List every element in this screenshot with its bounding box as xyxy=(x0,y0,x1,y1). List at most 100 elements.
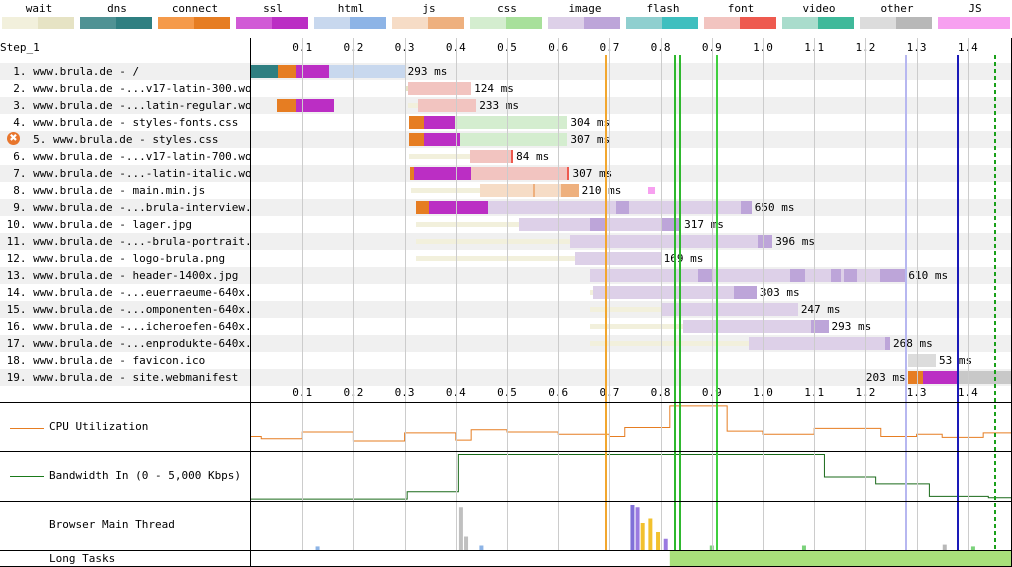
request-bar-segment xyxy=(749,337,890,350)
long-task-bar xyxy=(669,550,1012,566)
request-row[interactable]: 1. www.brula.de - / 293 ms xyxy=(0,63,1012,80)
long-tasks-label: Long Tasks xyxy=(49,552,116,565)
timing-marker xyxy=(994,55,997,550)
request-label: 6. www.brula.de -...v17-latin-700.woff2 xyxy=(0,150,250,163)
grid-line xyxy=(455,38,457,550)
legend-swatch xyxy=(392,17,464,29)
warning-icon: ✖ xyxy=(7,132,20,145)
grid-line xyxy=(711,38,713,550)
main-thread-spike xyxy=(970,546,975,550)
section-divider xyxy=(0,550,1012,551)
legend-label: ssl xyxy=(263,2,283,15)
bandwidth-line xyxy=(251,453,1012,500)
legend: wait dns connect ssl html js css image flash font… xyxy=(0,0,1012,32)
main-thread-spike xyxy=(663,538,668,550)
bandwidth-label: Bandwidth In (0 - 5,000 Kbps) xyxy=(49,469,242,482)
bandwidth-chart xyxy=(251,453,1012,500)
request-row[interactable]: ✖ 5. www.brula.de - styles.css 307 ms xyxy=(0,131,1012,148)
request-bar-segment xyxy=(276,99,297,112)
request-label: 9. www.brula.de -...brula-interview.jpg xyxy=(0,201,250,214)
request-row[interactable]: 10. www.brula.de - lager.jpg 317 ms xyxy=(0,216,1012,233)
legend-label: js xyxy=(422,2,436,15)
request-bar-segment xyxy=(416,201,430,214)
request-duration: 247 ms xyxy=(800,303,841,316)
grid-line xyxy=(916,38,918,550)
legend-label: wait xyxy=(25,2,53,15)
grid-line xyxy=(814,38,816,550)
request-row[interactable]: 19. www.brula.de - site.webmanifest 203 m… xyxy=(0,369,1012,386)
request-bar-segment xyxy=(590,218,606,231)
legend-label: other xyxy=(880,2,914,15)
request-bar-segment xyxy=(424,133,460,146)
request-bar-segment xyxy=(251,65,279,78)
request-row[interactable]: 3. www.brula.de -...latin-regular.woff2 2… xyxy=(0,97,1012,114)
request-row[interactable]: 18. www.brula.de - favicon.ico 53 ms xyxy=(0,352,1012,369)
timing-marker xyxy=(679,55,682,550)
request-bar-segment xyxy=(329,65,405,78)
request-row[interactable]: 6. www.brula.de -...v17-latin-700.woff2 8… xyxy=(0,148,1012,165)
request-row[interactable]: 17. www.brula.de -...enprodukte-640x.jpg… xyxy=(0,335,1012,352)
legend-item-js-execution: JS Execution xyxy=(936,0,1012,32)
grid-line xyxy=(353,38,355,550)
legend-item-css: css xyxy=(468,0,546,32)
request-duration: 210 ms xyxy=(581,184,622,197)
section-divider xyxy=(0,402,1012,403)
request-bar-segment xyxy=(409,167,414,180)
request-row[interactable]: 15. www.brula.de -...omponenten-640x.jpg… xyxy=(0,301,1012,318)
request-bar-segment xyxy=(682,320,829,333)
request-bar-segment xyxy=(590,341,750,346)
section-divider xyxy=(0,451,1012,452)
request-label: 17. www.brula.de -...enprodukte-640x.jpg xyxy=(0,337,250,350)
legend-item-image: image xyxy=(546,0,624,32)
bandwidth-section: Bandwidth In (0 - 5,000 Kbps) xyxy=(0,451,1012,501)
timing-marker xyxy=(605,55,608,550)
request-bar-segment xyxy=(790,269,806,282)
legend-item-html: html xyxy=(312,0,390,32)
request-row[interactable]: 9. www.brula.de -...brula-interview.jpg 6… xyxy=(0,199,1012,216)
legend-item-connect: connect xyxy=(156,0,234,32)
request-row[interactable]: 12. www.brula.de - logo-brula.png 169 ms xyxy=(0,250,1012,267)
grid-line xyxy=(865,38,867,550)
request-bar-segment xyxy=(413,167,472,180)
waterfall: Step_1 0.10.20.30.40.50.60.70.80.91.01.1… xyxy=(0,38,1012,402)
request-duration: 396 ms xyxy=(775,235,815,248)
request-row[interactable]: 7. www.brula.de -...-latin-italic.woff2 3… xyxy=(0,165,1012,182)
request-label: 14. www.brula.de -...euerraeume-640x.jpg xyxy=(0,286,250,299)
request-row[interactable]: 16. www.brula.de -...icheroefen-640x.jpg… xyxy=(0,318,1012,335)
request-bar-segment xyxy=(616,201,629,214)
long-tasks-section: Long Tasks xyxy=(0,550,1012,567)
label-column-divider xyxy=(250,38,251,567)
legend-label: html xyxy=(337,2,365,15)
grid-line xyxy=(609,38,611,550)
request-bar-segment xyxy=(470,150,513,163)
legend-label: dns xyxy=(107,2,127,15)
request-row[interactable]: 11. www.brula.de -...-brula-portrait.jpg… xyxy=(0,233,1012,250)
request-bar-segment xyxy=(459,116,568,129)
legend-item-wait: wait xyxy=(0,0,78,32)
legend-item-video: video xyxy=(780,0,858,32)
request-row[interactable]: 2. www.brula.de -...v17-latin-300.woff2 1… xyxy=(0,80,1012,97)
timing-marker xyxy=(715,55,718,550)
request-row[interactable]: 13. www.brula.de - header-1400x.jpg 610 m… xyxy=(0,267,1012,284)
request-label: 13. www.brula.de - header-1400x.jpg xyxy=(0,269,239,282)
request-label: 19. www.brula.de - site.webmanifest xyxy=(0,371,239,384)
grid-line xyxy=(967,38,969,550)
legend-swatch xyxy=(782,17,854,29)
request-label: 18. www.brula.de - favicon.ico xyxy=(0,354,206,367)
request-bar-segment xyxy=(411,188,481,193)
main-thread-spike xyxy=(656,532,661,550)
request-label: 15. www.brula.de -...omponenten-640x.jpg xyxy=(0,303,250,316)
legend-swatch xyxy=(314,17,386,29)
request-duration: 169 ms xyxy=(663,252,704,265)
timing-marker xyxy=(956,55,959,550)
legend-swatch xyxy=(704,17,776,29)
request-row[interactable]: 14. www.brula.de -...euerraeume-640x.jpg… xyxy=(0,284,1012,301)
request-row[interactable]: 4. www.brula.de - styles-fonts.css 304 ms xyxy=(0,114,1012,131)
request-bar-segment xyxy=(407,103,418,108)
request-bar-segment xyxy=(406,86,408,91)
legend-item-flash: flash xyxy=(624,0,702,32)
request-duration: 303 ms xyxy=(759,286,800,299)
legend-swatch xyxy=(860,17,932,29)
request-bar-segment xyxy=(575,252,661,265)
request-row[interactable]: 8. www.brula.de - main.min.js 210 ms xyxy=(0,182,1012,199)
